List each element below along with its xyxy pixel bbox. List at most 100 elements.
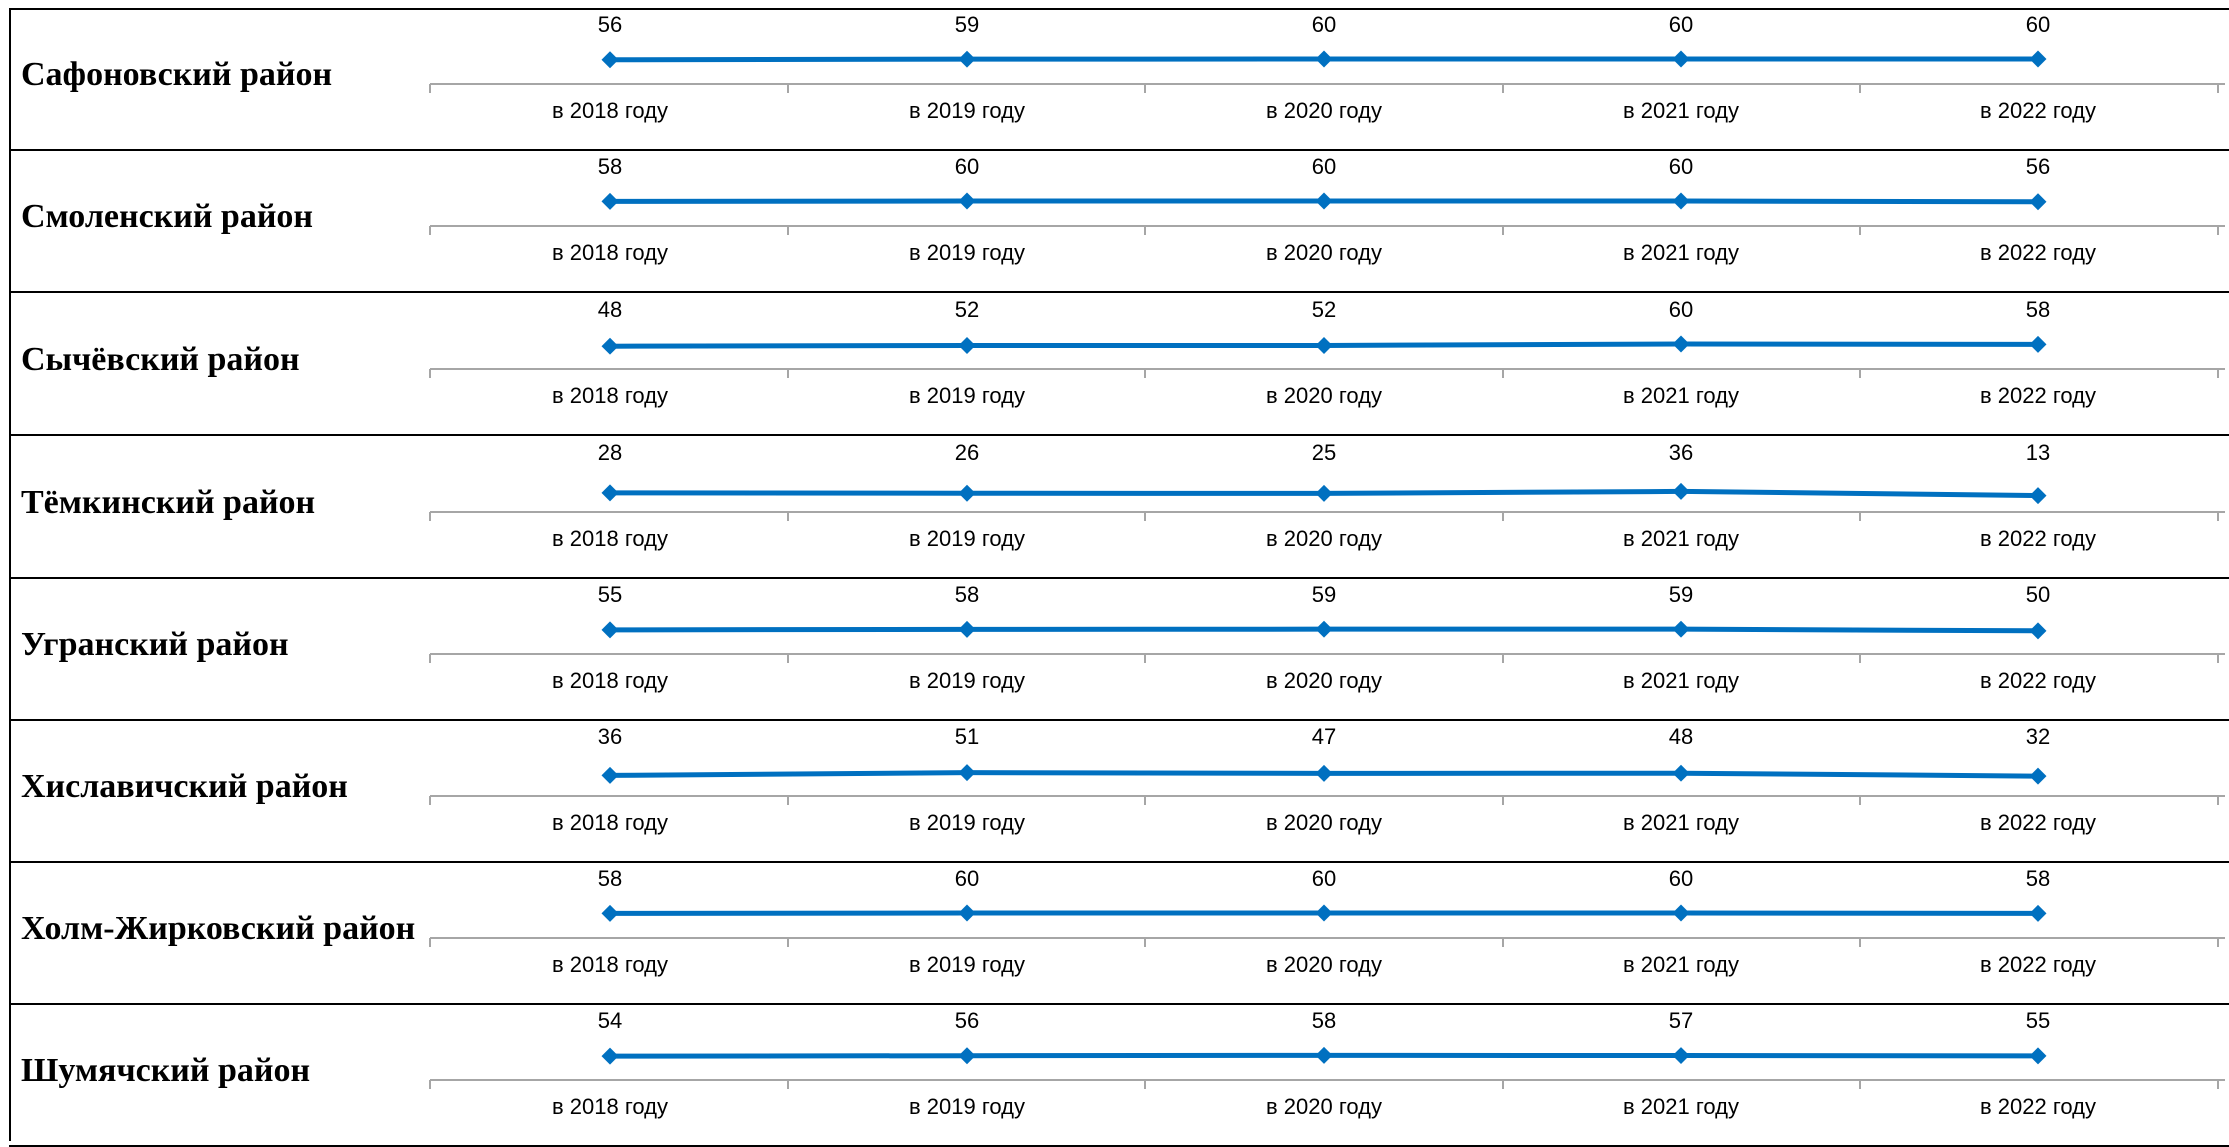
data-label: 50	[2026, 582, 2050, 607]
data-label: 58	[598, 866, 622, 891]
x-tick-label: в 2019 году	[909, 810, 1025, 835]
data-label: 60	[1669, 154, 1693, 179]
district-name: Тёмкинский район	[21, 484, 315, 522]
x-tick-label: в 2020 году	[1266, 810, 1382, 835]
data-point-marker	[602, 51, 619, 68]
x-tick-label: в 2019 году	[909, 952, 1025, 977]
x-tick-label: в 2019 году	[909, 668, 1025, 693]
data-point-marker	[2030, 336, 2047, 353]
x-tick-label: в 2022 году	[1980, 952, 2096, 977]
data-point-marker	[602, 767, 619, 784]
data-label: 60	[1669, 866, 1693, 891]
data-point-marker	[602, 484, 619, 501]
district-row: 58 в 2018 году 60 в 2019 году 60 в 2020 году 6…	[9, 150, 2229, 292]
x-tick-label: в 2022 году	[1980, 668, 2096, 693]
x-tick-label: в 2018 году	[552, 1094, 668, 1119]
data-label: 51	[955, 724, 979, 749]
data-point-marker	[959, 193, 976, 210]
x-tick-label: в 2020 году	[1266, 952, 1382, 977]
data-label: 60	[955, 866, 979, 891]
x-tick-label: в 2020 году	[1266, 240, 1382, 265]
data-point-marker	[1316, 485, 1333, 502]
district-name: Шумячский район	[21, 1052, 310, 1090]
data-label: 60	[1669, 297, 1693, 322]
data-point-marker	[1316, 51, 1333, 68]
x-tick-label: в 2018 году	[552, 526, 668, 551]
data-label: 32	[2026, 724, 2050, 749]
x-tick-label: в 2019 году	[909, 240, 1025, 265]
data-label: 60	[1669, 12, 1693, 37]
data-point-marker	[602, 621, 619, 638]
district-name: Смоленский район	[21, 198, 313, 236]
x-tick-label: в 2021 году	[1623, 810, 1739, 835]
data-point-marker	[602, 193, 619, 210]
data-label: 57	[1669, 1008, 1693, 1033]
data-point-marker	[602, 905, 619, 922]
x-tick-label: в 2018 году	[552, 240, 668, 265]
data-label: 58	[2026, 866, 2050, 891]
data-label: 28	[598, 440, 622, 465]
data-point-marker	[1673, 765, 1690, 782]
data-label: 60	[1312, 866, 1336, 891]
data-label: 60	[1312, 154, 1336, 179]
district-name: Сычёвский район	[21, 341, 300, 379]
data-label: 56	[598, 12, 622, 37]
data-point-marker	[1673, 336, 1690, 353]
x-tick-label: в 2022 году	[1980, 98, 2096, 123]
data-label: 26	[955, 440, 979, 465]
x-tick-label: в 2021 году	[1623, 383, 1739, 408]
data-label: 55	[2026, 1008, 2050, 1033]
data-point-marker	[1673, 621, 1690, 638]
data-point-marker	[2030, 487, 2047, 504]
data-label: 60	[955, 154, 979, 179]
data-point-marker	[959, 905, 976, 922]
data-point-marker	[1673, 1047, 1690, 1064]
data-point-marker	[1673, 905, 1690, 922]
data-label: 47	[1312, 724, 1336, 749]
data-point-marker	[1316, 905, 1333, 922]
data-point-marker	[959, 764, 976, 781]
x-tick-label: в 2021 году	[1623, 952, 1739, 977]
data-point-marker	[602, 338, 619, 355]
x-tick-label: в 2019 году	[909, 383, 1025, 408]
data-label: 58	[1312, 1008, 1336, 1033]
data-point-marker	[1673, 193, 1690, 210]
x-tick-label: в 2020 году	[1266, 1094, 1382, 1119]
data-label: 36	[1669, 440, 1693, 465]
data-label: 52	[1312, 297, 1336, 322]
data-point-marker	[959, 1047, 976, 1064]
data-label: 36	[598, 724, 622, 749]
data-label: 60	[1312, 12, 1336, 37]
line-chart: 58 в 2018 году 60 в 2019 году 60 в 2020 году 6…	[0, 150, 2229, 292]
data-point-marker	[1673, 51, 1690, 68]
x-tick-label: в 2021 году	[1623, 240, 1739, 265]
data-point-marker	[2030, 193, 2047, 210]
data-point-marker	[1316, 1047, 1333, 1064]
data-point-marker	[1316, 765, 1333, 782]
district-name: Сафоновский район	[21, 56, 332, 94]
x-tick-label: в 2021 году	[1623, 668, 1739, 693]
x-tick-label: в 2019 году	[909, 98, 1025, 123]
data-label: 58	[2026, 297, 2050, 322]
data-point-marker	[602, 1048, 619, 1065]
data-label: 48	[1669, 724, 1693, 749]
data-point-marker	[1673, 483, 1690, 500]
district-name: Хиславичский район	[21, 768, 348, 806]
district-name: Угранский район	[21, 626, 289, 664]
x-tick-label: в 2018 году	[552, 383, 668, 408]
x-tick-label: в 2019 году	[909, 526, 1025, 551]
data-label: 56	[2026, 154, 2050, 179]
x-tick-label: в 2022 году	[1980, 383, 2096, 408]
data-label: 54	[598, 1008, 622, 1033]
data-label: 58	[598, 154, 622, 179]
